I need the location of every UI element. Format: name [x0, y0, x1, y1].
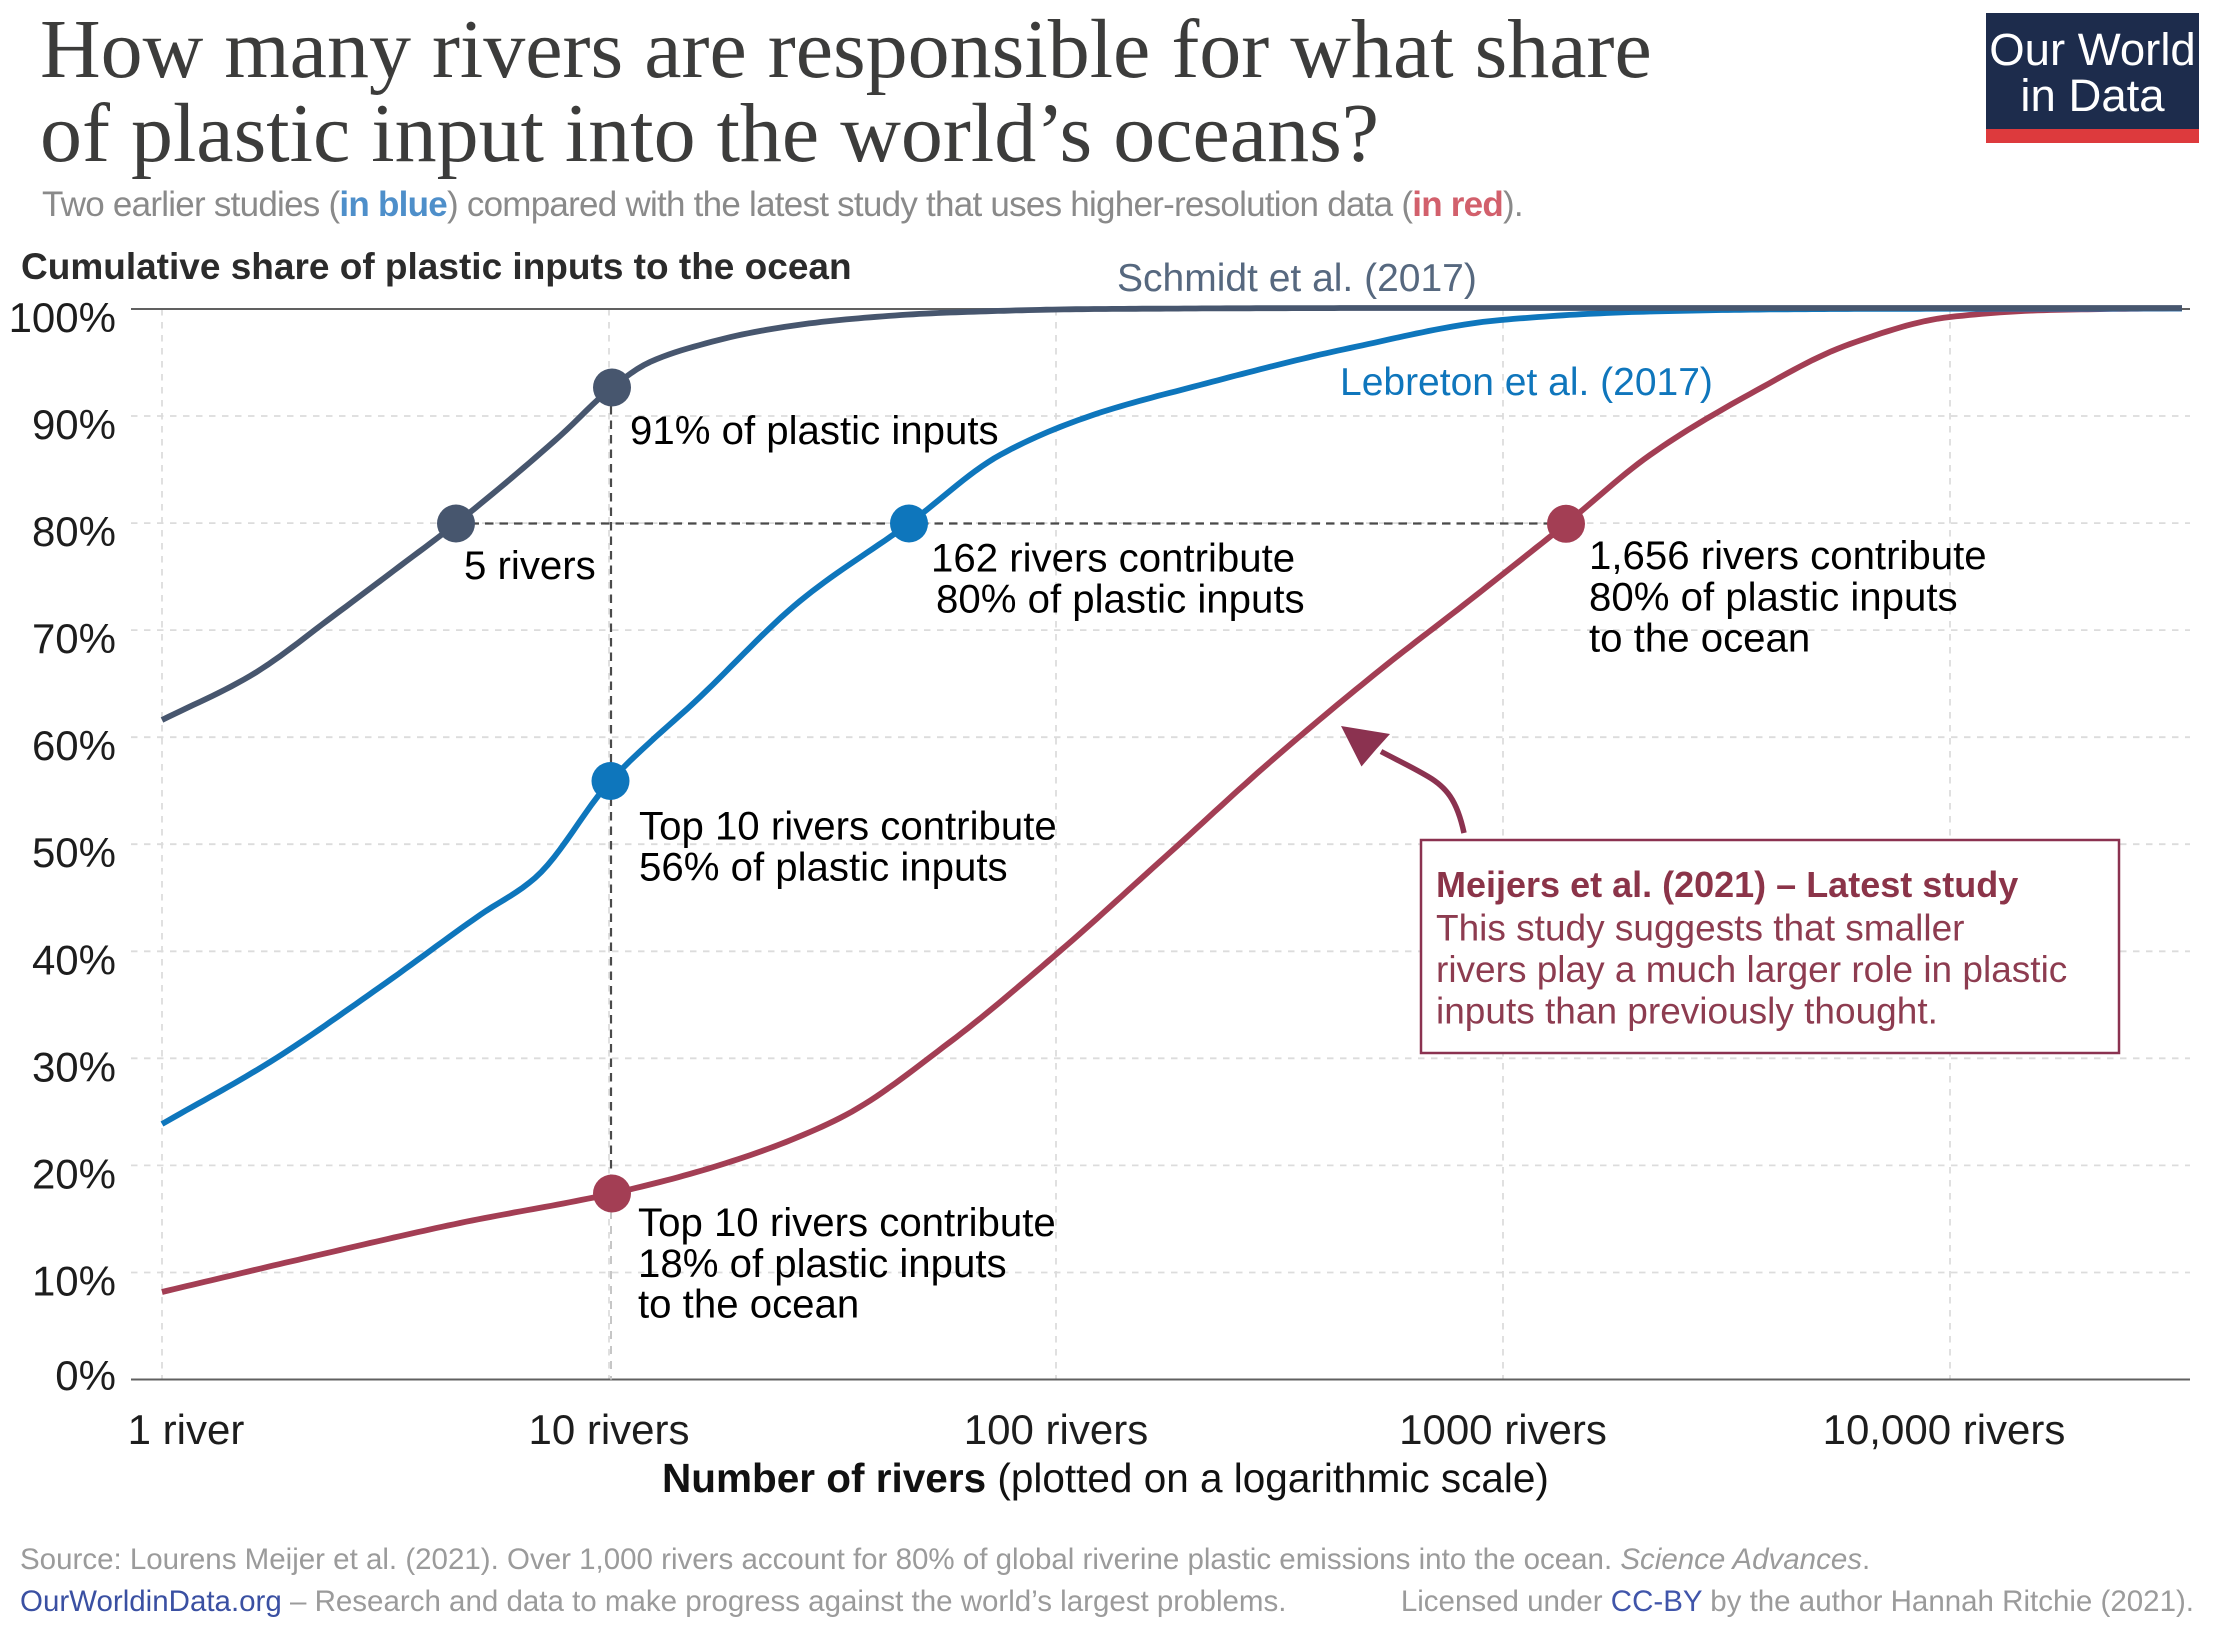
svg-text:1 river: 1 river — [128, 1406, 245, 1453]
svg-text:5 rivers: 5 rivers — [464, 543, 596, 588]
svg-text:inputs than previously thought: inputs than previously thought. — [1436, 991, 1938, 1032]
svg-text:1000 rivers: 1000 rivers — [1399, 1406, 1607, 1453]
svg-text:80% of plastic inputs: 80% of plastic inputs — [936, 577, 1305, 622]
svg-text:10,000 rivers: 10,000 rivers — [1823, 1406, 2066, 1453]
svg-text:70%: 70% — [32, 615, 116, 662]
svg-text:90%: 90% — [32, 401, 116, 448]
svg-text:10%: 10% — [32, 1258, 116, 1305]
svg-text:80% of plastic inputs: 80% of plastic inputs — [1589, 574, 1958, 619]
svg-text:40%: 40% — [32, 936, 116, 983]
svg-text:Number of rivers (plotted on a: Number of rivers (plotted on a logarithm… — [662, 1455, 1549, 1501]
svg-text:10 rivers: 10 rivers — [528, 1406, 689, 1453]
svg-text:Schmidt et al. (2017): Schmidt et al. (2017) — [1117, 257, 1477, 300]
svg-text:18% of plastic inputs: 18% of plastic inputs — [638, 1241, 1007, 1286]
svg-text:This study suggests that small: This study suggests that smaller — [1436, 908, 1965, 949]
svg-text:Top 10 rivers contribute: Top 10 rivers contribute — [639, 803, 1057, 848]
svg-text:100 rivers: 100 rivers — [964, 1406, 1148, 1453]
svg-text:20%: 20% — [32, 1150, 116, 1197]
svg-text:1,656 rivers contribute: 1,656 rivers contribute — [1589, 533, 1987, 578]
svg-text:91% of plastic inputs: 91% of plastic inputs — [630, 408, 999, 453]
svg-text:60%: 60% — [32, 722, 116, 769]
svg-text:Meijers et al. (2021) – Latest: Meijers et al. (2021) – Latest study — [1436, 864, 2018, 905]
svg-text:Lebreton et al. (2017): Lebreton et al. (2017) — [1340, 361, 1713, 404]
svg-text:0%: 0% — [55, 1352, 116, 1399]
svg-text:162 rivers contribute: 162 rivers contribute — [931, 536, 1295, 581]
svg-text:to the ocean: to the ocean — [1589, 615, 1810, 660]
svg-text:80%: 80% — [32, 508, 116, 555]
svg-text:56% of plastic inputs: 56% of plastic inputs — [639, 845, 1008, 890]
svg-text:30%: 30% — [32, 1043, 116, 1090]
svg-text:rivers play a much larger role: rivers play a much larger role in plasti… — [1436, 949, 2067, 990]
svg-text:Top 10 rivers contribute: Top 10 rivers contribute — [638, 1200, 1056, 1245]
svg-text:50%: 50% — [32, 829, 116, 876]
svg-text:to the ocean: to the ocean — [638, 1282, 859, 1327]
svg-text:100%: 100% — [9, 294, 116, 341]
